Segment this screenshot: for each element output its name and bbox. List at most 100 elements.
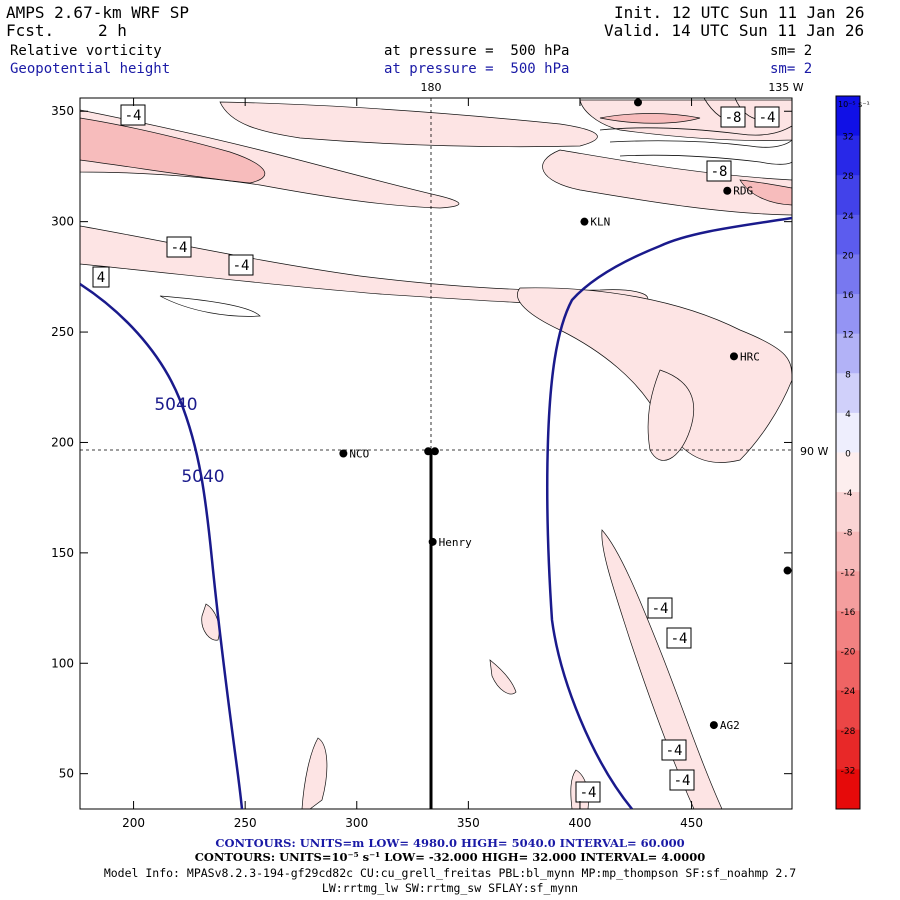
station-marker — [430, 447, 439, 456]
y-tick-label: 350 — [51, 104, 74, 118]
vorticity-label-box — [754, 106, 780, 128]
model-title: AMPS 2.67-km WRF SP — [6, 3, 190, 22]
vorticity-region — [739, 179, 792, 206]
field2-smoothing: sm= 2 — [770, 61, 813, 77]
station-layer: KLN RDG HRC NCO Henry AG2 — [339, 98, 792, 732]
vorticity-region — [80, 117, 265, 184]
colorbar-swatch — [836, 690, 860, 731]
station-label: AG2 — [720, 719, 740, 732]
colorbar-swatch — [836, 294, 860, 335]
vorticity-region — [599, 113, 701, 124]
height-contour-label: 5040 — [154, 395, 197, 415]
footer-model-info: Model Info: MPASv8.2.3-194-gf29cd82c CU:… — [103, 866, 797, 880]
x-tick-label: 400 — [569, 816, 592, 830]
colorbar-tick-label: 28 — [842, 172, 854, 182]
station-marker — [580, 217, 589, 226]
vorticity-label-box — [720, 106, 746, 128]
colorbar-swatch — [836, 135, 860, 176]
footer-height-contours: CONTOURS: UNITS=m LOW= 4980.0 HIGH= 5040… — [215, 836, 685, 850]
vorticity-label-box — [92, 266, 110, 288]
y-tick-label: 50 — [59, 767, 74, 781]
vorticity-label-box — [647, 597, 673, 619]
vorticity-label-box — [666, 627, 692, 649]
station-marker — [339, 449, 348, 458]
vorticity-contour-label: -4 — [125, 108, 142, 124]
colorbar-swatch — [836, 492, 860, 533]
colorbar: 10⁻⁵ s⁻¹ 32 28 24 20 16 12 8 4 0 -4 -8 -12 -16 -20 -24 -… — [835, 95, 870, 810]
vorticity-region — [542, 149, 792, 216]
station-label: RDG — [733, 185, 753, 198]
colorbar-tick-label: 0 — [845, 450, 851, 460]
vorticity-label-box — [575, 781, 601, 803]
station-marker — [428, 537, 437, 546]
station-label: HRC — [740, 350, 760, 363]
y-tick-label: 250 — [51, 325, 74, 339]
colorbar-swatch — [836, 254, 860, 295]
colorbar-tick-label: 16 — [842, 291, 854, 301]
colorbar-tick-label: -24 — [841, 687, 856, 697]
colorbar-tick-label: 20 — [842, 251, 854, 261]
y-tick-label: 200 — [51, 435, 74, 449]
station-marker — [783, 566, 792, 575]
vorticity-region — [301, 737, 328, 809]
station-marker — [424, 447, 433, 456]
x-tick-label: 250 — [234, 816, 257, 830]
vorticity-contour-label: -8 — [725, 110, 742, 126]
plot-frame — [79, 97, 793, 810]
vorticity-contour-label: -4 — [666, 743, 683, 759]
vorticity-region — [647, 369, 694, 461]
colorbar-swatch — [836, 333, 860, 374]
colorbar-frame — [835, 95, 861, 810]
lon-135w-label: 135 W — [768, 81, 803, 94]
station-marker — [723, 186, 732, 195]
field2-name: Geopotential height — [10, 61, 171, 77]
vorticity-label-box — [120, 104, 146, 126]
colorbar-swatch — [836, 729, 860, 770]
vorticity-contour-label: -4 — [759, 110, 776, 126]
init-time: Init. 12 UTC Sun 11 Jan 26 — [614, 3, 865, 22]
vorticity-region — [517, 287, 792, 463]
vorticity-region — [601, 529, 723, 809]
field1-smoothing: sm= 2 — [770, 43, 813, 59]
colorbar-swatch — [836, 96, 860, 137]
field1-name: Relative vorticity — [10, 43, 162, 59]
vorticity-contour-label: -4 — [580, 785, 597, 801]
station-label: NCO — [349, 448, 369, 461]
colorbar-tick-label: 24 — [842, 212, 854, 222]
vorticity-label-box — [166, 236, 192, 258]
field2-level: at pressure = 500 hPa — [384, 61, 570, 77]
colorbar-tick-label: -4 — [844, 489, 853, 499]
vorticity-region — [159, 295, 261, 317]
colorbar-tick-label: 12 — [842, 331, 853, 341]
colorbar-swatch — [836, 373, 860, 414]
colorbar-tick-label: -32 — [841, 766, 856, 776]
vorticity-contour-label: -8 — [711, 164, 728, 180]
vorticity-contour-label: 4 — [97, 270, 105, 286]
colorbar-swatch — [836, 531, 860, 572]
vorticity-contour-label: -4 — [652, 601, 669, 617]
x-tick-label: 350 — [457, 816, 480, 830]
footer-radiation-info: LW:rrtmg_lw SW:rrtmg_sw SFLAY:sf_mynn — [321, 881, 579, 895]
vorticity-label-box — [228, 254, 254, 276]
colorbar-tick-label: -8 — [844, 529, 853, 539]
vorticity-label-box — [669, 769, 695, 791]
colorbar-unit: 10⁻⁵ s⁻¹ — [838, 100, 870, 109]
y-tick-label: 100 — [51, 656, 74, 670]
colorbar-swatch — [836, 175, 860, 216]
colorbar-swatch — [836, 610, 860, 652]
forecast-label: Fcst. — [6, 21, 55, 40]
vorticity-contour-label: -4 — [671, 631, 688, 647]
axes-layer: 200 250 300 350 400 450 50 100 150 200 250 300 350 18… — [51, 81, 828, 830]
footer-vorticity-contours: CONTOURS: UNITS=10⁻⁵ s⁻¹ LOW= -32.000 HI… — [194, 850, 706, 864]
colorbar-swatch — [836, 452, 860, 493]
valid-time: Valid. 14 UTC Sun 11 Jan 26 — [604, 21, 865, 40]
vorticity-region — [219, 101, 598, 148]
colorbar-tick-label: 8 — [845, 370, 851, 380]
colorbar-swatch — [836, 650, 860, 691]
x-tick-label: 200 — [122, 816, 145, 830]
colorbar-swatch — [836, 571, 860, 612]
forecast-value: 2 h — [98, 21, 127, 40]
vorticity-fill-layer — [80, 99, 792, 809]
colorbar-tick-label: 32 — [842, 133, 853, 143]
